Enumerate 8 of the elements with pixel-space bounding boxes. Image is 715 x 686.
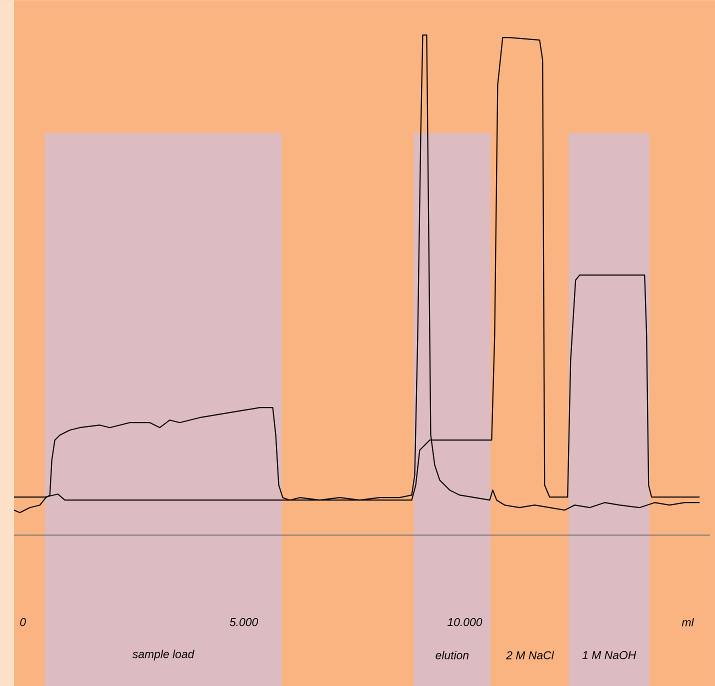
x-tick-label: 10.000	[448, 618, 482, 626]
text: 2 M NaCl	[506, 650, 554, 660]
band-label: elution	[436, 650, 469, 660]
x-axis-title: ml	[682, 618, 694, 626]
band-label: sample load	[132, 650, 194, 660]
band-label: 1 M NaOH	[582, 650, 636, 660]
x-tick-label: 5.000	[230, 618, 258, 626]
x-tick-label: 0	[20, 618, 26, 626]
